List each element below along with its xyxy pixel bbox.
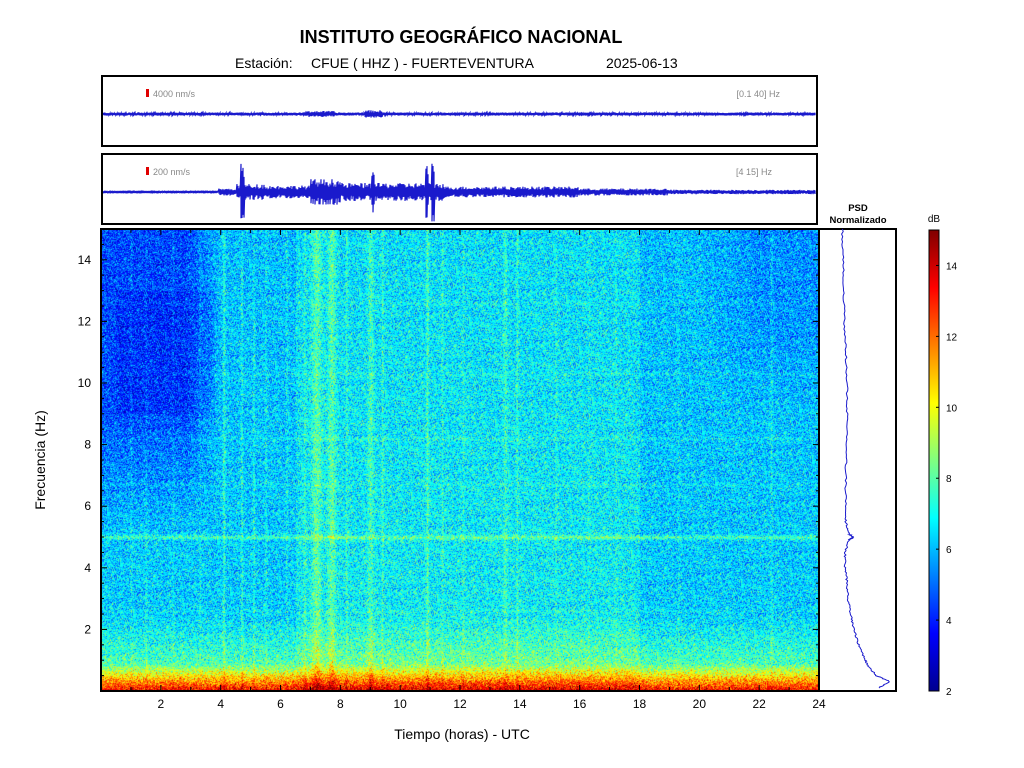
y-tick-label: 14 [78,253,92,267]
station-name: CFUE ( HHZ ) - FUERTEVENTURA [311,55,534,71]
seismic-trace-broadband [103,110,816,118]
colorbar-scale [928,229,940,692]
y-axis-label: Frecuencia (Hz) [32,410,48,510]
x-tick-label: 18 [633,697,647,711]
psd-profile-line [841,228,890,689]
scale-marker [146,167,149,175]
station-prefix: Estación: [235,55,293,71]
x-tick-label: 24 [812,697,826,711]
trace-scale-label: 4000 nm/s [153,89,196,99]
seismic-trace-filtered [103,163,816,222]
x-tick-label: 22 [752,697,766,711]
spectrogram-heatmap [101,229,819,691]
x-tick-label: 2 [157,697,164,711]
colorbar-tick-label: 12 [946,332,958,343]
x-tick-label: 4 [217,697,224,711]
trace-band-label: [4 15] Hz [735,167,772,177]
x-tick-label: 8 [337,697,344,711]
y-tick-label: 8 [84,438,91,452]
trace-waveform [103,110,816,118]
colorbar-tick-label: 14 [946,261,958,272]
psd-title-line2: Normalizado [829,215,887,226]
trace-scale-label: 200 nm/s [153,167,191,177]
colorbar-tick-label: 6 [946,545,952,556]
trace-panel-filtered: 200 nm/s [4 15] Hz [101,153,818,225]
y-tick-label: 10 [78,376,92,390]
x-tick-label: 12 [453,697,467,711]
x-tick-label: 10 [393,697,407,711]
x-tick-label: 14 [513,697,527,711]
colorbar-tick-label: 8 [946,474,952,485]
colorbar-ticks: 2 4 6 8 10 12 14 [936,261,958,698]
colorbar-tick-label: 2 [946,687,952,698]
y-tick-label: 4 [84,561,91,575]
x-axis-label: Tiempo (horas) - UTC [394,726,530,742]
trace-band-label: [0.1 40] Hz [736,89,780,99]
scale-marker [146,89,149,97]
page-title: INSTITUTO GEOGRÁFICO NACIONAL [299,27,623,47]
x-tick-label: 20 [693,697,707,711]
trace-waveform [103,163,816,222]
colorbar-unit: dB [928,214,941,225]
x-axis: 2 4 6 8 10 12 14 16 18 20 22 24 [130,229,826,711]
psd-title-line1: PSD [848,203,868,214]
y-tick-label: 6 [84,499,91,513]
trace-panel-broadband: 4000 nm/s [0.1 40] Hz [101,75,818,147]
station-date: 2025-06-13 [606,55,678,71]
colorbar-tick-label: 4 [946,616,952,627]
x-tick-label: 6 [277,697,284,711]
psd-frame [818,228,897,692]
x-tick-label: 16 [573,697,587,711]
station-line: Estación: CFUE ( HHZ ) - FUERTEVENTURA 2… [0,55,1024,75]
y-tick-label: 12 [78,314,92,328]
y-tick-label: 2 [84,622,91,636]
colorbar-tick-label: 10 [946,403,958,414]
